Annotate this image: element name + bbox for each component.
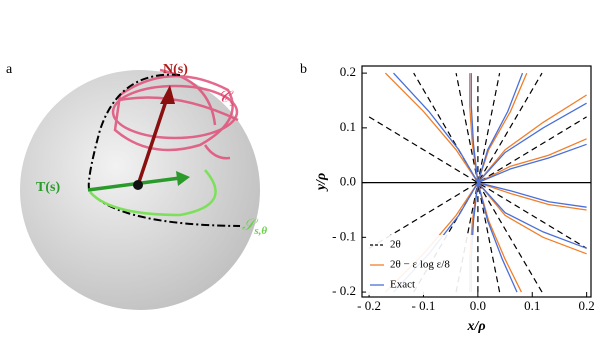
sphere	[20, 70, 260, 310]
y-tick-label: - 0.2	[332, 283, 356, 298]
pink-curves	[111, 68, 239, 160]
green-curve	[89, 169, 217, 217]
panel-label: b	[300, 62, 307, 77]
y-tick-label: 0.2	[340, 64, 356, 79]
legend-label: Exact	[390, 279, 415, 291]
arrow-head	[160, 85, 175, 104]
tangent-label: T(s)	[36, 180, 60, 195]
y-tick-label: 0.1	[340, 119, 356, 134]
y-tick-label: - 0.1	[332, 228, 356, 243]
frame	[361, 65, 592, 298]
y-tick-label: 0.0	[340, 174, 356, 189]
subscript: s	[230, 97, 234, 109]
legend-label: 2θ − ε log ε/8	[390, 259, 450, 271]
arrow-head	[176, 171, 190, 186]
legend-label: 2θ	[390, 239, 401, 251]
x-axis-label: x/ρ	[466, 319, 485, 334]
panel-label: a	[6, 62, 13, 77]
x-tick-label: 0.2	[579, 298, 595, 313]
panel-a: a N(s) 𝒞s T(s) 𝒮s,θ	[6, 62, 267, 310]
subscript: s,θ	[253, 225, 267, 237]
x-tick-label: - 0.2	[357, 298, 381, 313]
normal-arrow	[136, 94, 170, 186]
normal-label: N(s)	[163, 62, 188, 77]
x-tick-label: 0.1	[524, 298, 540, 313]
x-tick-label: - 0.1	[412, 298, 436, 313]
legend-box	[366, 235, 476, 295]
curve-label: 𝒞s	[218, 89, 234, 109]
x-tick-label: 0.0	[470, 298, 486, 313]
dash-curve	[87, 73, 241, 227]
y-axis-label: y/ρ	[314, 173, 329, 192]
point	[133, 180, 143, 190]
panel-b: b - 0.2 - 0.1 0.0 0.1 0.2 - 0.2 - 0.1 0.0 0.1 0.2 2…	[300, 62, 595, 334]
